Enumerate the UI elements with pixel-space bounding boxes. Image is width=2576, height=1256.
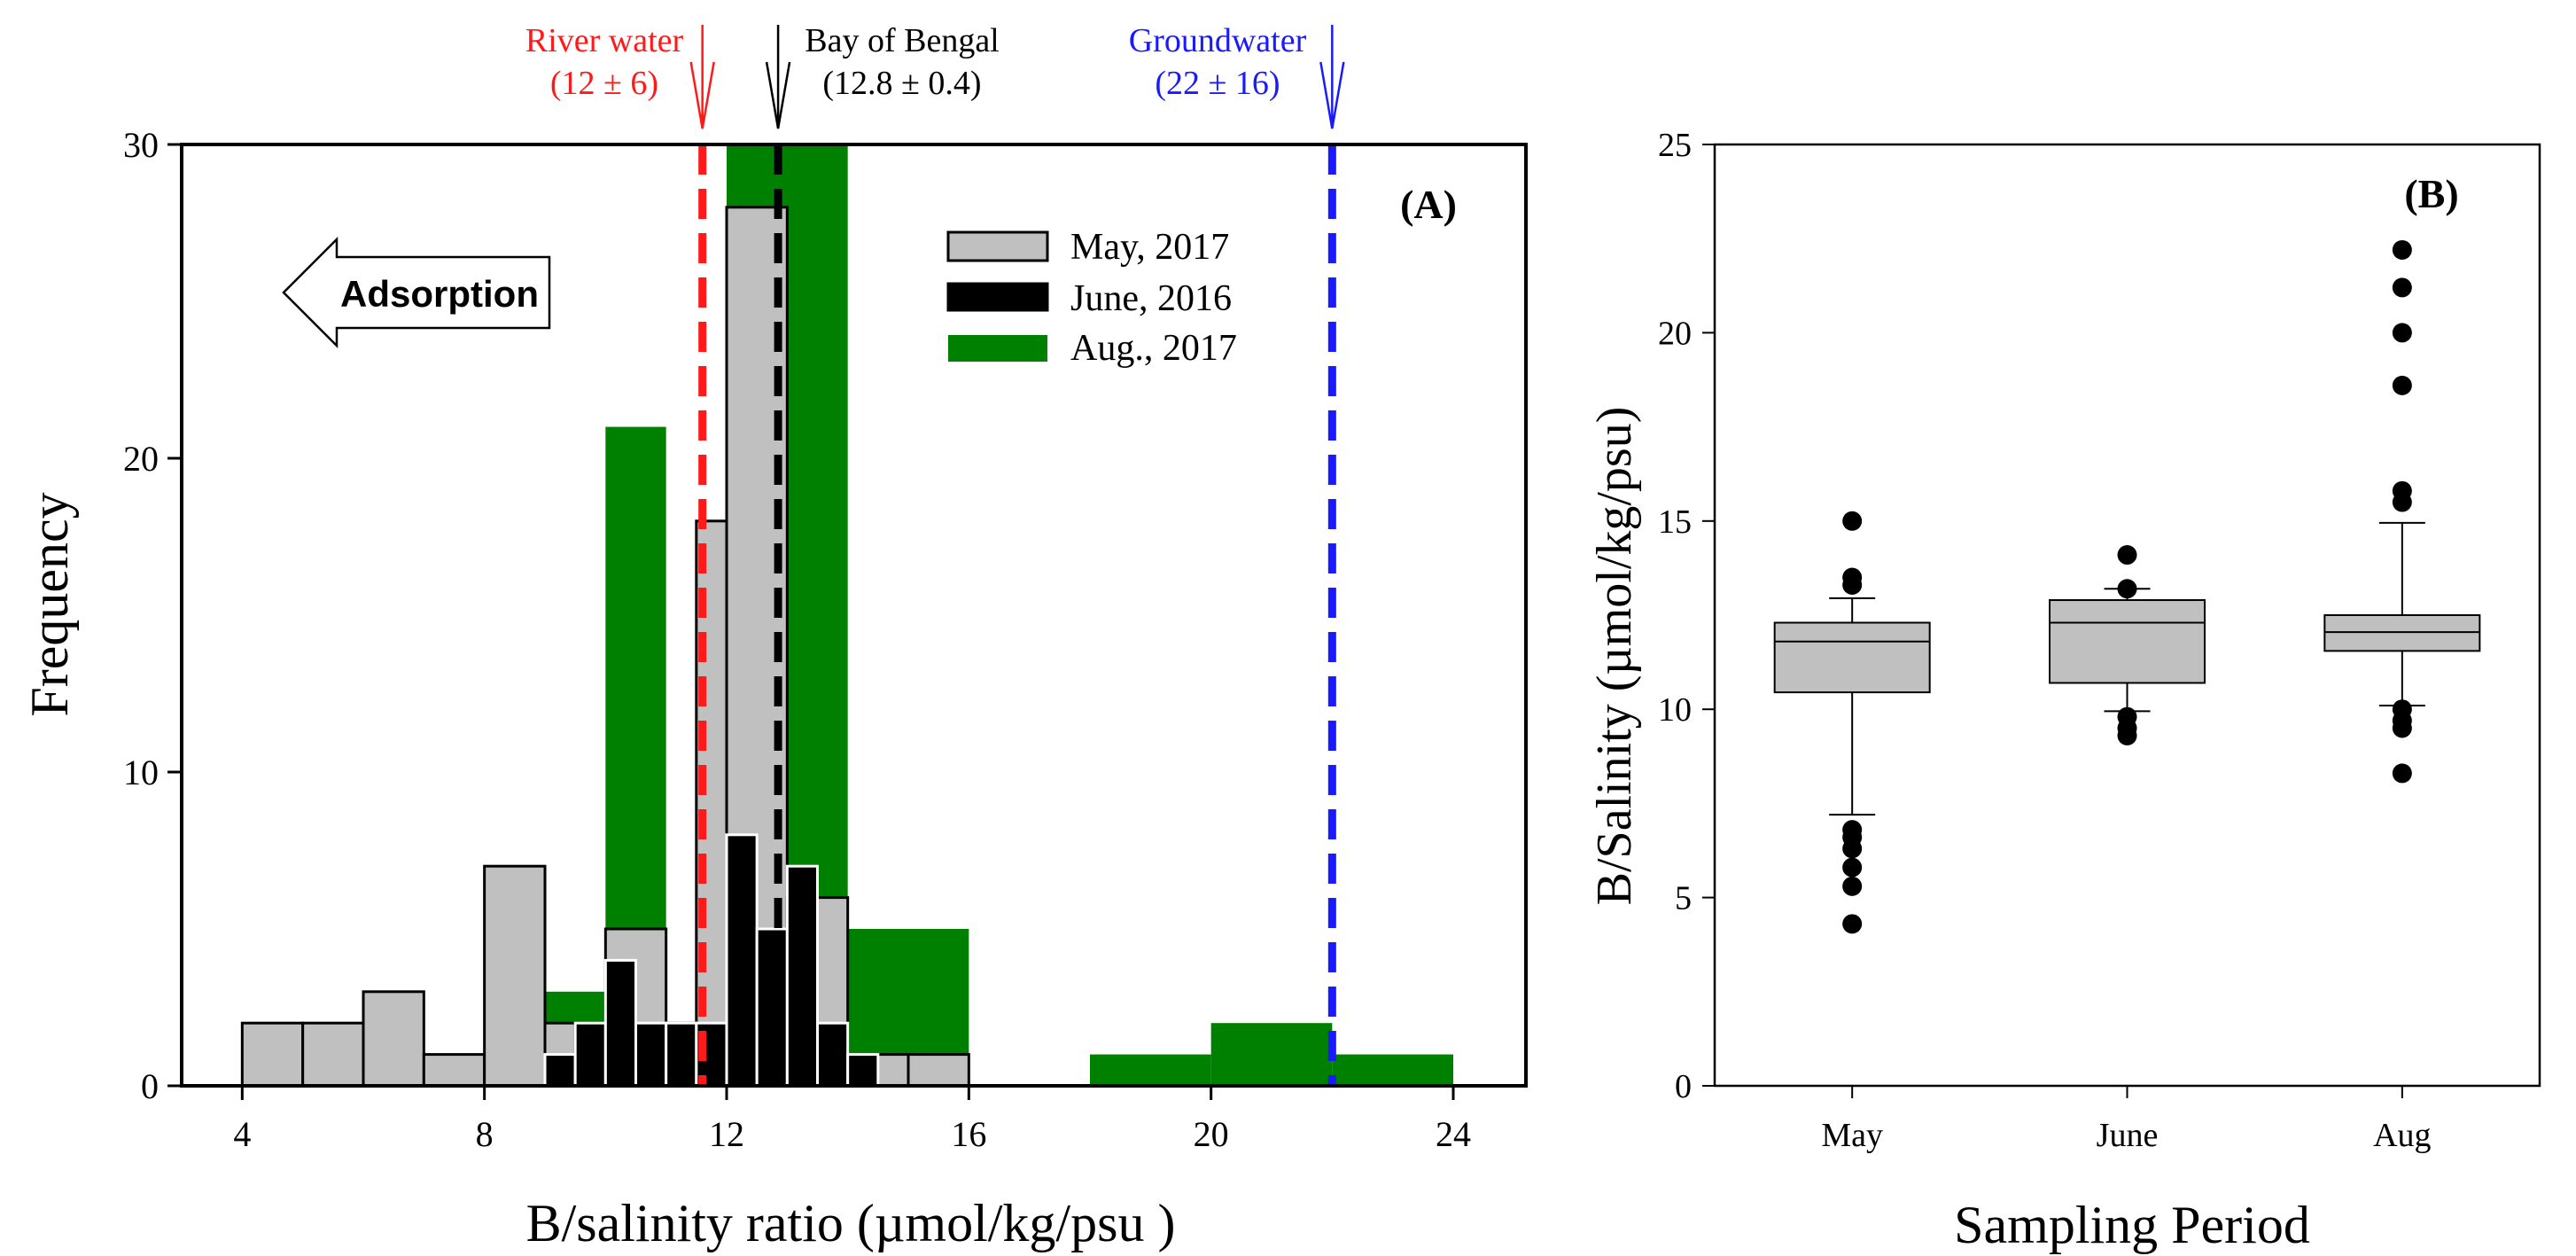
bar-june-2016-2 (603, 958, 637, 1088)
histogram-panel-label: (A) (1400, 182, 1457, 227)
bar-june-2016-6 (725, 833, 759, 1088)
bar-may-2017-4 (483, 864, 547, 1088)
bay-of-bengal-value: (12.8 ± 0.4) (822, 65, 981, 102)
outlier-may-8 (1842, 511, 1863, 531)
y-tick-label-30: 30 (123, 125, 159, 165)
x-tick-label-8: 8 (476, 1114, 494, 1154)
outlier-aug-7 (2392, 323, 2412, 343)
y-tick-label-20: 20 (123, 439, 159, 479)
histogram-y-ticks: 0 10 20 30 (123, 125, 182, 1106)
box-y-tick-label-0: 0 (1675, 1068, 1692, 1105)
bar-june-2016-9 (816, 1021, 850, 1088)
box-y-tick-label-10: 10 (1658, 691, 1692, 729)
outlier-june-4 (2117, 545, 2137, 566)
legend-label-may: May, 2017 (1070, 227, 1229, 268)
bar-june-2016-3 (634, 1021, 668, 1088)
boxplot-x-ticks: May June Aug (1821, 1086, 2432, 1154)
histogram-x-ticks: 4 8 12 16 20 24 (233, 1086, 1471, 1154)
boxplot-panel-label: (B) (2404, 171, 2458, 216)
box-x-tick-label-may: May (1821, 1117, 1883, 1154)
river-water-value: (12 ± 6) (550, 65, 658, 102)
outlier-may-0 (1842, 914, 1863, 934)
outlier-aug-0 (2392, 763, 2412, 784)
outlier-june-3 (2117, 579, 2137, 599)
legend-swatch-june (946, 282, 1049, 312)
box-y-tick-label-20: 20 (1658, 315, 1692, 352)
refarrow-head-groundwater (1319, 61, 1345, 129)
outlier-june-2 (2117, 706, 2137, 727)
outlier-aug-3 (2392, 699, 2412, 720)
box-x-tick-label-aug: Aug (2373, 1117, 2431, 1154)
adsorption-label: Adsorption (340, 273, 539, 315)
refarrow-head-bay-of-bengal (765, 61, 791, 129)
bar-june-2016-7 (755, 927, 789, 1088)
bar-aug-2017-5 (1090, 1054, 1211, 1086)
bar-aug-2017-6 (1210, 1023, 1333, 1086)
x-tick-label-4: 4 (233, 1114, 251, 1154)
y-tick-label-0: 0 (141, 1066, 159, 1106)
outlier-may-1 (1842, 876, 1863, 896)
y-tick-label-10: 10 (123, 753, 159, 792)
boxplot-y-axis-title: B/Salinity (µmol/kg/psu) (1587, 407, 1642, 906)
bar-may-2017-0 (240, 1021, 305, 1088)
outlier-may-5 (1842, 820, 1863, 840)
x-tick-label-20: 20 (1194, 1114, 1229, 1154)
groundwater-value: (22 ± 16) (1155, 65, 1280, 102)
histogram-plot-frame (180, 143, 1528, 1088)
box-y-tick-label-5: 5 (1675, 880, 1692, 917)
boxplot-x-axis-title: Sampling Period (1954, 1196, 2310, 1254)
river-water-label: River water (525, 22, 684, 59)
bay-of-bengal-label: Bay of Bengal (805, 22, 1000, 59)
histogram-legend: May, 2017 June, 2016 Aug., 2017 (946, 227, 1237, 369)
x-tick-label-12: 12 (709, 1114, 744, 1154)
bar-june-2016-4 (665, 1021, 698, 1088)
boxplot-panel: 0 5 10 15 20 25 May June Aug (B) Sampling Perio… (1587, 127, 2541, 1254)
outlier-aug-6 (2392, 375, 2412, 395)
boxplot-y-ticks: 0 5 10 15 20 25 (1658, 127, 1715, 1105)
box-y-tick-label-25: 25 (1658, 127, 1692, 164)
legend-swatch-aug (948, 335, 1047, 362)
x-tick-label-16: 16 (951, 1114, 986, 1154)
box-x-tick-label-june: June (2097, 1117, 2159, 1154)
bar-aug-2017-7 (1332, 1054, 1453, 1086)
bar-may-2017-1 (301, 1021, 365, 1088)
bar-june-2016-1 (573, 1021, 607, 1088)
histogram-panel: 4 8 12 16 20 24 0 10 20 30 (A) May, 2017 June, 2… (20, 22, 1528, 1252)
box-may (1773, 621, 1931, 694)
box-y-tick-label-15: 15 (1658, 503, 1692, 541)
legend-label-aug: Aug., 2017 (1070, 328, 1237, 369)
legend-label-june: June, 2016 (1070, 278, 1232, 319)
box-aug (2323, 614, 2481, 652)
histogram-x-axis-title: B/salinity ratio (µmol/kg/psu ) (526, 1194, 1176, 1252)
bar-june-2016-0 (543, 1053, 577, 1088)
outlier-aug-5 (2392, 480, 2412, 501)
box-june (2049, 599, 2206, 684)
refarrow-head-river-water (689, 61, 715, 129)
bar-may-2017-3 (422, 1053, 486, 1088)
bar-may-2017-13 (907, 1053, 970, 1088)
legend-swatch-may (946, 230, 1049, 262)
x-tick-label-24: 24 (1436, 1114, 1471, 1154)
adsorption-arrow-shape (282, 236, 551, 349)
histogram-y-axis-title: Frequency (20, 492, 79, 716)
outlier-may-2 (1842, 857, 1863, 878)
bar-may-2017-2 (362, 990, 425, 1088)
adsorption-arrow: Adsorption (282, 236, 551, 349)
outlier-may-7 (1842, 567, 1863, 588)
reference-lines (689, 25, 1345, 1086)
bar-june-2016-8 (785, 864, 819, 1088)
boxplots (1773, 239, 2481, 934)
groundwater-label: Groundwater (1129, 22, 1307, 59)
bar-june-2016-10 (846, 1053, 880, 1088)
outlier-aug-8 (2392, 277, 2412, 298)
outlier-aug-9 (2392, 239, 2412, 260)
